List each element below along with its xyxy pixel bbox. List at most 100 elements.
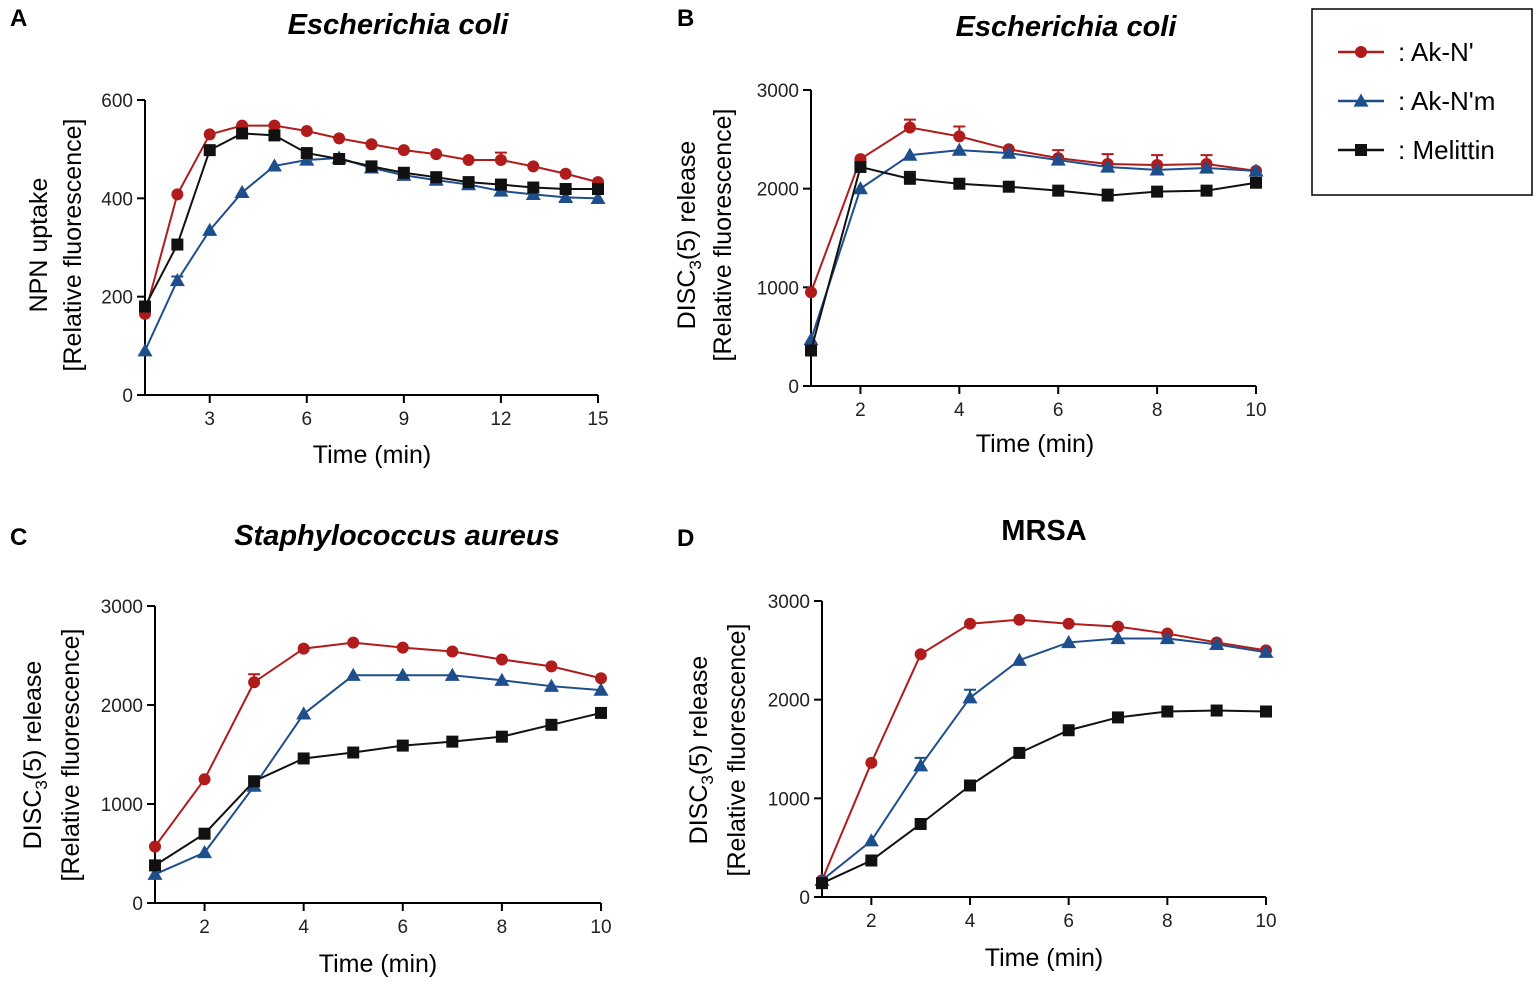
panel-c-title: Staphylococcus aureus (234, 520, 560, 552)
panel-a-series-melittin-line (144, 132, 598, 307)
panel-a-series-ak-n-point (365, 138, 378, 151)
panel-b-plot-area: 0 1000 2000 3000 2 4 6 8 10 (757, 81, 1267, 421)
panel-c-series-melittin-point (297, 752, 310, 765)
panel-d-series-ak-n-point (964, 617, 976, 630)
panel-letter-b: B (677, 5, 694, 32)
panel-a-y-tick-label: 400 (101, 189, 133, 210)
panel-b-series-ak-nm-point (1248, 163, 1264, 177)
panel-a-series-ak-n-point (462, 153, 475, 166)
panel-a-series-ak-n-point (527, 160, 540, 173)
panel-b-series-ak-nm-point (1199, 160, 1215, 174)
panel-d-series-melittin-point (1062, 724, 1075, 737)
panel-a-series-ak-n-point (171, 188, 184, 201)
panel-c-x-tick-label: 10 (590, 917, 611, 938)
legend-label-ak-nm: : Ak-N'm (1398, 86, 1495, 116)
panel-d-x-tick-label: 10 (1255, 911, 1276, 932)
panel-a-series-melittin-point (203, 144, 216, 157)
panel-b-series-melittin-point (854, 160, 867, 173)
panel-c-series-melittin-point (149, 859, 161, 872)
panel-d-series-melittin-point (964, 779, 976, 792)
panel-c-y-tick-label: 1000 (101, 795, 143, 816)
panel-a-series-melittin-point (527, 181, 540, 194)
legend-entry-melittin: : Melittin (1338, 135, 1495, 165)
panel-d-series-ak-nm-point (1011, 652, 1027, 666)
panel-c-series-melittin-point (198, 827, 211, 840)
legend-marker-ak-nm (1353, 93, 1369, 107)
panel-b-series-ak-n-point (953, 130, 966, 143)
panel-b-x-tick-label: 8 (1152, 400, 1163, 421)
panel-c-series-ak-nm-point (395, 667, 411, 681)
legend-entry-ak-n: : Ak-N' (1338, 37, 1474, 67)
panel-a-series-ak-nm-point (202, 222, 218, 236)
panel-b-ylabel-line1: DISC3(5) release (673, 141, 705, 330)
panel-a-ylabel-line2: [Relative fluorescence] (59, 119, 87, 372)
panel-b-series-melittin (805, 160, 1262, 357)
legend-label-ak-n: : Ak-N' (1398, 37, 1474, 67)
panel-a-series-ak-n-point (333, 132, 346, 145)
panel-b-series-ak-nm-point (1050, 152, 1066, 166)
panel-a-series-melittin (139, 127, 604, 313)
panel-a-series-ak-nm (137, 150, 606, 357)
panel-letter-a: A (10, 5, 27, 32)
panel-b-series-melittin-point (1250, 176, 1262, 189)
panel-a-series-ak-nm-point (266, 158, 282, 172)
panel-d-series-ak-nm-point (1110, 630, 1126, 645)
panel-a-x-tick-label: 12 (490, 409, 511, 430)
panel-d: D MRSA DISC3(5) release [Relative fluore… (677, 515, 1277, 972)
panel-c-x-tick-label: 6 (397, 917, 408, 938)
panel-c-y-tick-label: 3000 (101, 597, 143, 618)
panel-c: C Staphylococcus aureus DISC3(5) release… (10, 520, 612, 978)
legend-marker-ak-n (1355, 46, 1367, 58)
panel-a-series-ak-nm-point (234, 184, 250, 199)
panel-a-x-tick-label: 9 (399, 409, 410, 430)
panel-d-series-ak-nm-point (913, 758, 929, 772)
panel-c-series-ak-n-point (248, 676, 261, 689)
panel-c-series-melittin-point (248, 775, 261, 788)
panel-c-series-ak-n-point (495, 653, 508, 666)
panel-b-series-ak-nm-point (803, 332, 819, 346)
panel-b-series-ak-nm (803, 142, 1264, 346)
panel-b-ylabel-line2: [Relative fluorescence] (709, 109, 737, 362)
panel-c-series-ak-nm-point (197, 845, 213, 859)
panel-c-y-tick-label: 0 (132, 894, 143, 915)
panel-c-series-ak-nm-point (593, 682, 609, 696)
panel-b-series-melittin-point (1200, 184, 1213, 197)
panel-a-series-ak-n-point (268, 119, 281, 132)
panel-b-title: Escherichia coli (956, 11, 1178, 43)
panel-d-series-ak-n-line (821, 618, 1267, 881)
panel-a-x-tick-label: 3 (204, 409, 215, 430)
panel-letter-d: D (677, 525, 694, 552)
panel-d-y-tick-label: 2000 (768, 691, 810, 712)
panel-c-series-ak-nm-point (543, 678, 559, 692)
panel-b-x-tick-label: 10 (1245, 400, 1266, 421)
panel-a-series-melittin-point (430, 171, 443, 184)
panel-d-series-ak-n-point (1013, 613, 1026, 626)
panel-b-y-tick-label: 1000 (757, 278, 799, 299)
panel-a-series-ak-n-point (430, 148, 443, 161)
panel-a-y-tick-label: 600 (101, 91, 133, 112)
panel-c-series-ak-nm-point (345, 667, 361, 681)
panel-b-series-ak-nm-point (1001, 145, 1017, 159)
panel-a-series-melittin-point (592, 182, 604, 195)
panel-d-title: MRSA (1001, 515, 1086, 547)
panel-a-series-melittin-point (559, 182, 572, 195)
panel-d-series-melittin-point (816, 877, 828, 890)
panel-d-ylabel-line2: [Relative fluorescence] (723, 624, 751, 877)
panel-c-series-ak-nm-point (147, 866, 163, 880)
panel-b-y-tick-label: 3000 (757, 81, 799, 102)
panel-d-series-ak-nm-point (863, 833, 879, 847)
panel-c-series-ak-n (149, 636, 607, 853)
panel-b-xlabel: Time (min) (976, 430, 1095, 458)
panel-a-series-melittin-point (365, 160, 378, 173)
panel-c-series-ak-n-line (154, 641, 602, 848)
panel-b-series-ak-n-point (903, 121, 916, 134)
panel-a-series-melittin-point (139, 300, 151, 313)
panel-d-series-melittin-point (1161, 705, 1174, 718)
panel-c-x-tick-label: 4 (298, 917, 309, 938)
panel-d-x-tick-label: 6 (1063, 911, 1074, 932)
panel-a-series-melittin-point (333, 153, 346, 165)
panel-c-series-melittin-point (545, 718, 558, 731)
panel-d-xlabel: Time (min) (985, 944, 1104, 972)
panel-d-y-tick-label: 1000 (768, 789, 810, 810)
panel-d-series-ak-nm-point (1258, 644, 1274, 658)
